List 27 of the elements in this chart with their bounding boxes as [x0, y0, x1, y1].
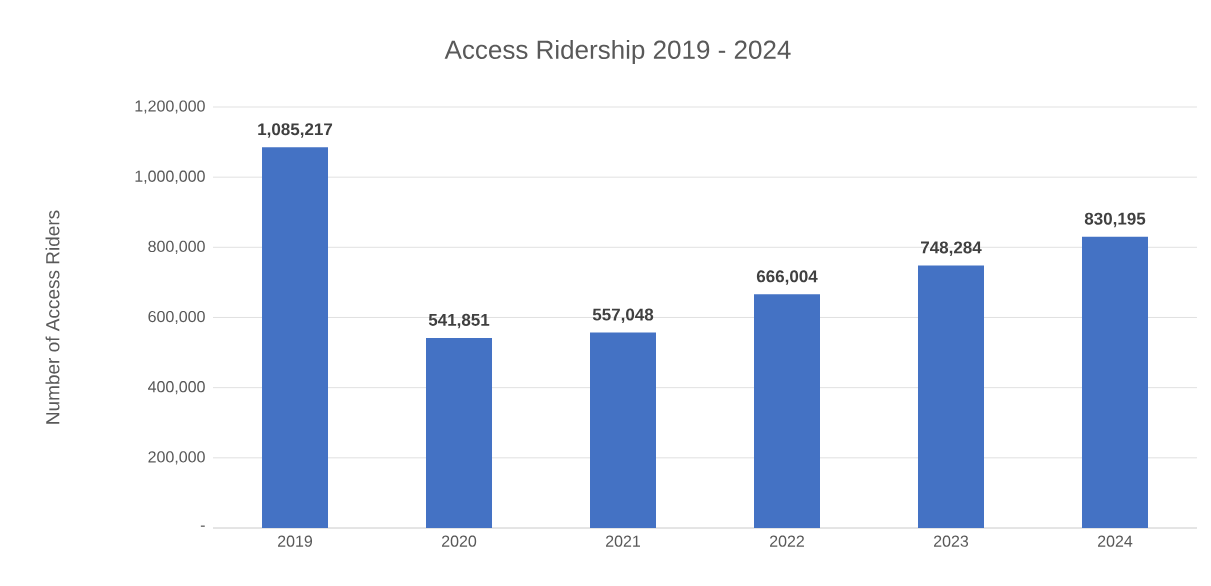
x-tick-label: 2022 [770, 535, 804, 547]
y-tick-label: - [200, 525, 205, 527]
x-tick-label: 2023 [934, 535, 969, 547]
y-tick-label: 1,000,000 [135, 170, 205, 184]
y-axis-title: Number of Access Riders [45, 210, 60, 424]
bar [754, 294, 820, 528]
x-tick-label: 2020 [442, 535, 477, 547]
data-label: 1,085,217 [258, 123, 333, 138]
x-tick-label: 2019 [278, 535, 313, 547]
data-label: 557,048 [592, 308, 654, 324]
bar [1082, 236, 1148, 528]
data-label: 830,195 [1084, 212, 1146, 228]
bar [590, 332, 656, 528]
chart-title: Access Ridership 2019 - 2024 [444, 39, 791, 65]
bar [262, 147, 329, 528]
x-tick-label: 2021 [606, 535, 640, 547]
y-tick-label: 600,000 [148, 310, 205, 325]
x-tick-label: 2024 [1098, 535, 1133, 547]
bar [918, 265, 984, 528]
data-label: 541,851 [428, 313, 490, 329]
y-tick-label: 400,000 [148, 381, 205, 395]
data-label: 748,284 [921, 241, 982, 256]
y-tick-label: 1,200,000 [135, 100, 205, 114]
y-tick-label: 200,000 [148, 451, 205, 465]
data-label: 666,004 [756, 270, 818, 285]
y-tick-label: 800,000 [148, 240, 205, 254]
bar [426, 337, 493, 528]
